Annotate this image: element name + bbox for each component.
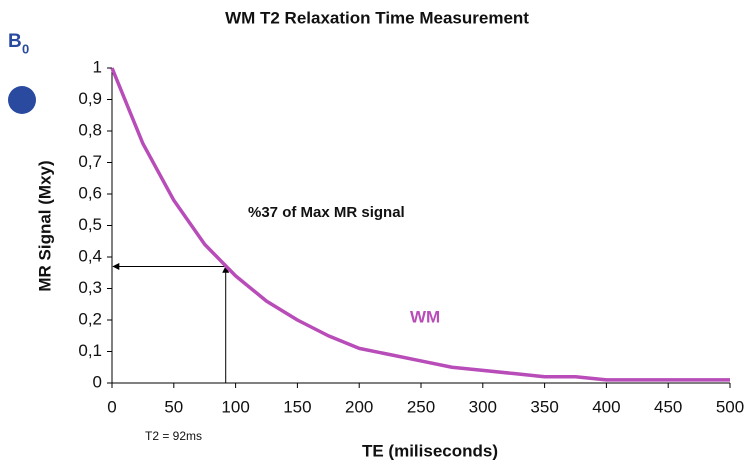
y-tick-label: 0,4 <box>78 246 102 265</box>
x-tick-label: 400 <box>592 397 620 416</box>
x-tick-label: 450 <box>654 397 682 416</box>
annotation: %37 of Max MR signal <box>248 204 405 221</box>
annotation: T2 = 92ms <box>145 429 202 443</box>
b0-label: B <box>8 31 22 52</box>
b0-icon <box>8 86 36 114</box>
b0-subscript: 0 <box>22 41 29 56</box>
y-tick-label: 0,7 <box>78 152 102 171</box>
y-tick-label: 0,3 <box>78 278 102 297</box>
y-tick-label: 0,8 <box>78 120 102 139</box>
series-label: WM <box>410 307 440 326</box>
chart-title: WM T2 Relaxation Time Measurement <box>225 8 529 27</box>
x-tick-label: 0 <box>107 397 116 416</box>
y-tick-label: 0,1 <box>78 341 102 360</box>
y-tick-label: 1 <box>93 57 102 76</box>
x-tick-label: 150 <box>283 397 311 416</box>
x-tick-label: 350 <box>530 397 558 416</box>
y-tick-label: 0,5 <box>78 215 102 234</box>
x-tick-label: 250 <box>407 397 435 416</box>
y-tick-label: 0,2 <box>78 309 102 328</box>
y-tick-label: 0,6 <box>78 183 102 202</box>
x-axis-label: TE (miliseconds) <box>362 441 498 460</box>
x-tick-label: 300 <box>469 397 497 416</box>
y-axis-label: MR Signal (Mxy) <box>35 160 54 291</box>
x-tick-label: 100 <box>221 397 249 416</box>
x-tick-label: 200 <box>345 397 373 416</box>
line-series <box>110 67 730 382</box>
y-tick-label: 0 <box>93 372 102 391</box>
y-tick-label: 0,9 <box>78 89 102 108</box>
x-tick-label: 50 <box>164 397 183 416</box>
x-tick-label: 500 <box>716 397 744 416</box>
